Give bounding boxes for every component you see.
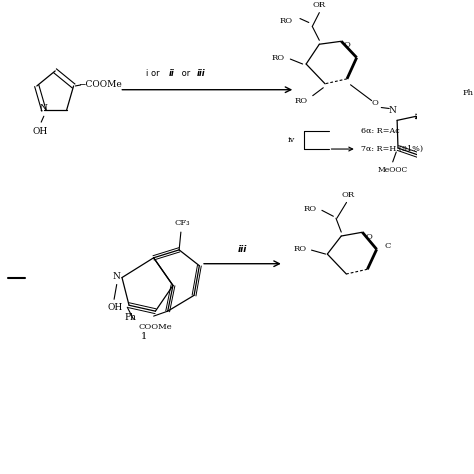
Text: RO: RO — [293, 245, 306, 253]
Text: −COOMe: −COOMe — [78, 81, 122, 90]
Text: OH: OH — [107, 303, 123, 312]
Text: OH: OH — [33, 127, 48, 136]
Text: CF₃: CF₃ — [175, 219, 191, 227]
Text: or: or — [179, 69, 192, 78]
Text: O: O — [344, 42, 351, 49]
Text: iv: iv — [288, 136, 295, 144]
Text: N: N — [389, 106, 397, 115]
Text: COOMe: COOMe — [138, 323, 172, 331]
Text: O: O — [365, 233, 372, 241]
Text: RO: RO — [303, 205, 317, 213]
Text: O: O — [372, 99, 379, 107]
Text: N: N — [113, 272, 121, 281]
Text: Ph: Ph — [124, 312, 136, 321]
Text: RO: RO — [294, 97, 308, 105]
Text: RO: RO — [280, 17, 293, 25]
Text: N: N — [40, 104, 48, 113]
Text: iii: iii — [238, 245, 247, 254]
Text: iii: iii — [197, 69, 206, 78]
Text: RO: RO — [272, 54, 285, 62]
Text: Ph: Ph — [462, 89, 473, 97]
Text: C: C — [384, 242, 391, 250]
Text: 7α: R=H (91%): 7α: R=H (91%) — [361, 145, 423, 153]
Text: OR: OR — [313, 0, 326, 9]
Text: OR: OR — [342, 191, 355, 199]
Text: 1: 1 — [141, 332, 147, 341]
Text: 6α: R=Ac: 6α: R=Ac — [361, 127, 400, 135]
Text: MeOOC: MeOOC — [378, 166, 408, 174]
Text: ii: ii — [169, 69, 174, 78]
Text: i or: i or — [146, 69, 162, 78]
